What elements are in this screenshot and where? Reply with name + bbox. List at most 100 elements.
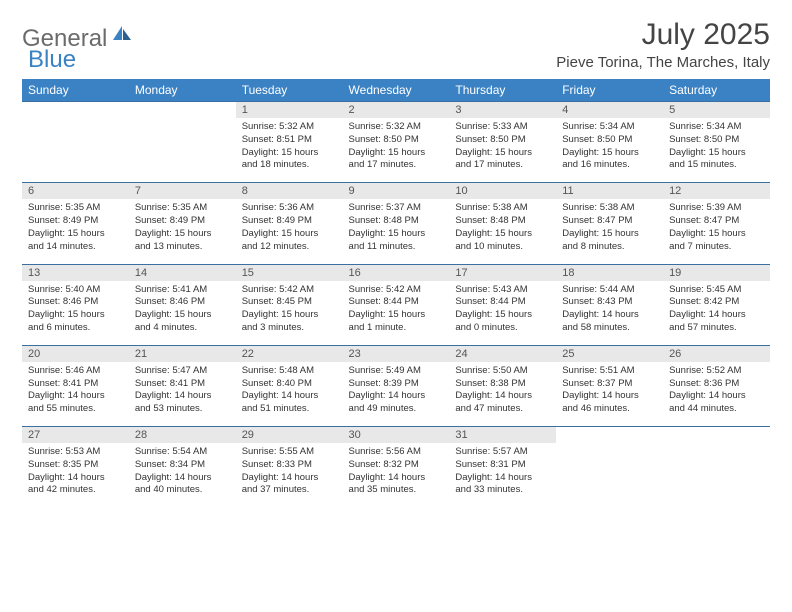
sunrise-text: Sunrise: 5:46 AM [28, 365, 123, 378]
sunrise-text: Sunrise: 5:42 AM [349, 284, 444, 297]
day-cell: Sunrise: 5:50 AMSunset: 8:38 PMDaylight:… [449, 362, 556, 427]
day-cell: Sunrise: 5:39 AMSunset: 8:47 PMDaylight:… [663, 199, 770, 264]
sunrise-text: Sunrise: 5:35 AM [28, 202, 123, 215]
day-cell: Sunrise: 5:35 AMSunset: 8:49 PMDaylight:… [22, 199, 129, 264]
day-number: 30 [343, 427, 450, 444]
sunset-text: Sunset: 8:35 PM [28, 459, 123, 472]
daylight-text: Daylight: 15 hours and 0 minutes. [455, 309, 550, 335]
sunset-text: Sunset: 8:47 PM [669, 215, 764, 228]
day-number: 29 [236, 427, 343, 444]
day-header-row: Sunday Monday Tuesday Wednesday Thursday… [22, 79, 770, 102]
sunset-text: Sunset: 8:47 PM [562, 215, 657, 228]
sunset-text: Sunset: 8:42 PM [669, 296, 764, 309]
col-saturday: Saturday [663, 79, 770, 102]
daylight-text: Daylight: 14 hours and 58 minutes. [562, 309, 657, 335]
daylight-text: Daylight: 15 hours and 11 minutes. [349, 228, 444, 254]
day-number: 12 [663, 183, 770, 200]
day-number: 16 [343, 264, 450, 281]
day-number: 27 [22, 427, 129, 444]
day-number: 22 [236, 345, 343, 362]
sunrise-text: Sunrise: 5:41 AM [135, 284, 230, 297]
day-cell: Sunrise: 5:44 AMSunset: 8:43 PMDaylight:… [556, 281, 663, 346]
sunrise-text: Sunrise: 5:40 AM [28, 284, 123, 297]
daynum-row: 2728293031 [22, 427, 770, 444]
day-cell [129, 118, 236, 183]
day-number: 2 [343, 102, 450, 119]
day-cell: Sunrise: 5:40 AMSunset: 8:46 PMDaylight:… [22, 281, 129, 346]
calendar-table: Sunday Monday Tuesday Wednesday Thursday… [22, 79, 770, 507]
day-cell: Sunrise: 5:47 AMSunset: 8:41 PMDaylight:… [129, 362, 236, 427]
day-cell: Sunrise: 5:45 AMSunset: 8:42 PMDaylight:… [663, 281, 770, 346]
content-row: Sunrise: 5:46 AMSunset: 8:41 PMDaylight:… [22, 362, 770, 427]
day-cell: Sunrise: 5:53 AMSunset: 8:35 PMDaylight:… [22, 443, 129, 507]
day-cell: Sunrise: 5:32 AMSunset: 8:51 PMDaylight:… [236, 118, 343, 183]
sunrise-text: Sunrise: 5:56 AM [349, 446, 444, 459]
day-number: 24 [449, 345, 556, 362]
daylight-text: Daylight: 15 hours and 13 minutes. [135, 228, 230, 254]
day-cell: Sunrise: 5:38 AMSunset: 8:47 PMDaylight:… [556, 199, 663, 264]
daylight-text: Daylight: 15 hours and 6 minutes. [28, 309, 123, 335]
sunrise-text: Sunrise: 5:45 AM [669, 284, 764, 297]
location: Pieve Torina, The Marches, Italy [556, 54, 770, 71]
day-number: 23 [343, 345, 450, 362]
day-cell: Sunrise: 5:54 AMSunset: 8:34 PMDaylight:… [129, 443, 236, 507]
sunset-text: Sunset: 8:38 PM [455, 378, 550, 391]
day-number: 14 [129, 264, 236, 281]
sunset-text: Sunset: 8:50 PM [562, 134, 657, 147]
sunset-text: Sunset: 8:50 PM [455, 134, 550, 147]
daynum-row: 13141516171819 [22, 264, 770, 281]
sunrise-text: Sunrise: 5:32 AM [242, 121, 337, 134]
sunset-text: Sunset: 8:40 PM [242, 378, 337, 391]
content-row: Sunrise: 5:35 AMSunset: 8:49 PMDaylight:… [22, 199, 770, 264]
sunset-text: Sunset: 8:46 PM [135, 296, 230, 309]
day-number [663, 427, 770, 444]
sunrise-text: Sunrise: 5:50 AM [455, 365, 550, 378]
day-number: 31 [449, 427, 556, 444]
day-cell [22, 118, 129, 183]
daylight-text: Daylight: 14 hours and 57 minutes. [669, 309, 764, 335]
sunrise-text: Sunrise: 5:38 AM [455, 202, 550, 215]
daylight-text: Daylight: 15 hours and 4 minutes. [135, 309, 230, 335]
day-number: 18 [556, 264, 663, 281]
day-cell: Sunrise: 5:56 AMSunset: 8:32 PMDaylight:… [343, 443, 450, 507]
daynum-row: 20212223242526 [22, 345, 770, 362]
sunset-text: Sunset: 8:49 PM [135, 215, 230, 228]
day-number: 3 [449, 102, 556, 119]
col-wednesday: Wednesday [343, 79, 450, 102]
month-title: July 2025 [556, 18, 770, 52]
day-cell [556, 443, 663, 507]
day-cell: Sunrise: 5:42 AMSunset: 8:44 PMDaylight:… [343, 281, 450, 346]
sunrise-text: Sunrise: 5:51 AM [562, 365, 657, 378]
day-cell: Sunrise: 5:49 AMSunset: 8:39 PMDaylight:… [343, 362, 450, 427]
sunset-text: Sunset: 8:41 PM [135, 378, 230, 391]
logo-sail-icon [111, 24, 133, 47]
daylight-text: Daylight: 15 hours and 7 minutes. [669, 228, 764, 254]
day-number: 11 [556, 183, 663, 200]
sunset-text: Sunset: 8:44 PM [349, 296, 444, 309]
day-number: 4 [556, 102, 663, 119]
day-number: 13 [22, 264, 129, 281]
day-number: 10 [449, 183, 556, 200]
sunrise-text: Sunrise: 5:43 AM [455, 284, 550, 297]
sunset-text: Sunset: 8:39 PM [349, 378, 444, 391]
day-number: 21 [129, 345, 236, 362]
day-cell: Sunrise: 5:57 AMSunset: 8:31 PMDaylight:… [449, 443, 556, 507]
day-number [129, 102, 236, 119]
col-monday: Monday [129, 79, 236, 102]
daylight-text: Daylight: 14 hours and 33 minutes. [455, 472, 550, 498]
sunset-text: Sunset: 8:41 PM [28, 378, 123, 391]
sunset-text: Sunset: 8:49 PM [242, 215, 337, 228]
sunrise-text: Sunrise: 5:34 AM [669, 121, 764, 134]
daylight-text: Daylight: 14 hours and 47 minutes. [455, 390, 550, 416]
title-block: July 2025 Pieve Torina, The Marches, Ita… [556, 18, 770, 71]
logo-blue: Blue [28, 46, 76, 73]
sunset-text: Sunset: 8:48 PM [349, 215, 444, 228]
daylight-text: Daylight: 15 hours and 10 minutes. [455, 228, 550, 254]
day-cell: Sunrise: 5:37 AMSunset: 8:48 PMDaylight:… [343, 199, 450, 264]
header: General July 2025 Pieve Torina, The Marc… [22, 18, 770, 71]
day-number: 15 [236, 264, 343, 281]
day-number [556, 427, 663, 444]
col-tuesday: Tuesday [236, 79, 343, 102]
day-number: 20 [22, 345, 129, 362]
sunset-text: Sunset: 8:50 PM [349, 134, 444, 147]
